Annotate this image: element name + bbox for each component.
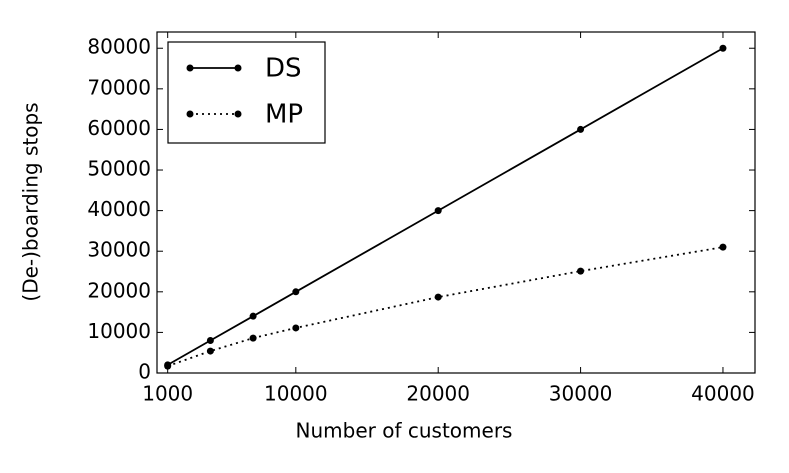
point [434, 293, 442, 301]
y-tick-label: 10000 [87, 319, 151, 343]
x-tick-label: 20000 [406, 382, 470, 406]
x-tick-label: 10000 [264, 382, 328, 406]
y-tick-label: 30000 [87, 238, 151, 262]
point [292, 324, 300, 332]
point [577, 125, 585, 133]
x-tick-label: 40000 [691, 382, 755, 406]
point [719, 243, 727, 251]
y-tick-label: 40000 [87, 197, 151, 221]
x-axis-label: Number of customers [296, 419, 513, 443]
plot-frame [156, 31, 756, 374]
point [164, 362, 172, 370]
y-tick-label: 60000 [87, 116, 151, 140]
series-line [167, 246, 724, 367]
legend-marker [234, 110, 242, 118]
legend-marker [234, 64, 242, 72]
point [206, 347, 214, 355]
point [249, 334, 257, 342]
legend-label: MP [265, 100, 303, 130]
y-axis-label: (De-)boarding stops [19, 102, 43, 301]
y-tick-label: 0 [138, 360, 151, 384]
legend-marker [186, 110, 194, 118]
legend-label: DS [265, 54, 302, 84]
point [577, 267, 585, 275]
y-tick-label: 50000 [87, 157, 151, 181]
y-tick-label: 20000 [87, 278, 151, 302]
point [434, 207, 442, 215]
point [206, 337, 214, 345]
x-tick-label: 1000 [142, 382, 193, 406]
legend-box [167, 41, 326, 144]
x-tick-label: 30000 [549, 382, 613, 406]
y-tick-label: 70000 [87, 75, 151, 99]
point [249, 312, 257, 320]
y-tick-label: 80000 [87, 35, 151, 59]
legend-marker [186, 64, 194, 72]
point [719, 44, 727, 52]
point [292, 288, 300, 296]
